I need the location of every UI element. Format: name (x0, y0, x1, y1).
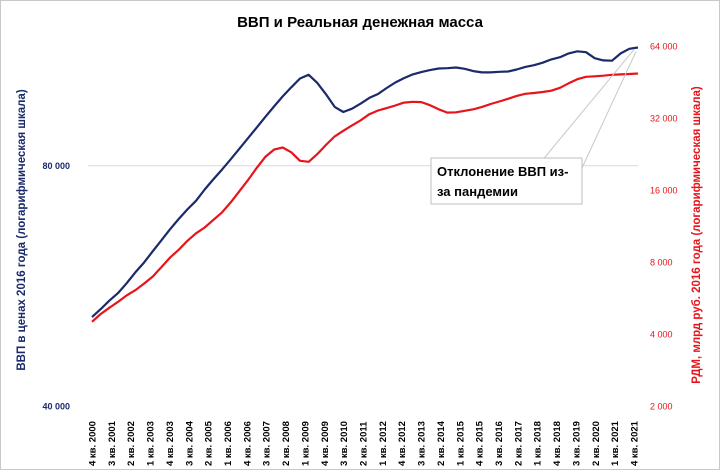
x-tick-label: 1 кв. 2006 (223, 421, 234, 466)
x-tick-label: 4 кв. 2009 (320, 421, 331, 466)
x-tick-label: 3 кв. 2001 (107, 420, 118, 466)
annotation-box (430, 157, 583, 205)
x-tick-label: 4 кв. 2000 (88, 421, 99, 466)
y-right-tick-label: 4 000 (650, 330, 673, 340)
x-tick-label: 2 кв. 2020 (591, 421, 602, 466)
y-left-tick-label: 40 000 (42, 402, 70, 412)
y-right-tick-label: 64 000 (650, 42, 678, 52)
x-tick-label: 2 кв. 2014 (436, 420, 447, 466)
series-line-gdp (91, 46, 639, 318)
annotation-leader-line (543, 49, 635, 159)
annotation-leader-line (581, 51, 637, 169)
y-axis-right-label: РДМ, млрд руб. 2016 года (логарифмическа… (691, 86, 703, 384)
x-tick-label: 2 кв. 2005 (204, 420, 215, 466)
x-tick-label: 3 кв. 2007 (262, 421, 273, 466)
x-tick-label: 2 кв. 2002 (126, 421, 137, 466)
x-tick-label: 4 кв. 2018 (552, 421, 563, 466)
x-tick-label: 2 кв. 2017 (513, 421, 524, 466)
y-axis-left-label: ВВП в ценах 2016 года (логарифмическая ш… (16, 89, 28, 370)
y-left-tick-label: 80 000 (42, 161, 70, 171)
x-tick-label: 2 кв. 2011 (359, 421, 370, 466)
x-tick-label: 3 кв. 2010 (339, 421, 350, 466)
y-right-tick-label: 16 000 (650, 186, 678, 196)
chart-title: ВВП и Реальная денежная масса (237, 14, 484, 31)
x-tick-label: 3 кв. 2004 (184, 420, 195, 466)
x-tick-label: 3 кв. 2013 (417, 421, 428, 466)
annotation-text: Отклонение ВВП из- (437, 164, 568, 179)
series-line-rdm (91, 72, 639, 323)
x-tick-label: 4 кв. 2003 (165, 421, 176, 466)
y-right-tick-label: 2 000 (650, 402, 673, 412)
x-tick-label: 1 кв. 2009 (300, 421, 311, 466)
x-tick-label: 1 кв. 2018 (533, 421, 544, 466)
y-right-tick-label: 8 000 (650, 258, 673, 268)
x-tick-label: 1 кв. 2012 (378, 421, 389, 466)
x-tick-label: 4 кв. 2012 (397, 421, 408, 466)
y-right-tick-label: 32 000 (650, 114, 678, 124)
x-tick-label: 1 кв. 2003 (146, 421, 157, 466)
x-tick-label: 2 кв. 2008 (281, 421, 292, 466)
x-tick-label: 4 кв. 2021 (630, 420, 641, 466)
x-tick-label: 3 кв. 2016 (494, 421, 505, 466)
x-tick-label: 4 кв. 2006 (242, 421, 253, 466)
annotation-text: за пандемии (437, 184, 518, 199)
x-tick-label: 1 кв. 2015 (455, 420, 466, 466)
x-tick-label: 3 кв. 2019 (571, 421, 582, 466)
x-tick-label: 1 кв. 2021 (610, 420, 621, 466)
x-tick-label: 4 кв. 2015 (475, 420, 486, 466)
